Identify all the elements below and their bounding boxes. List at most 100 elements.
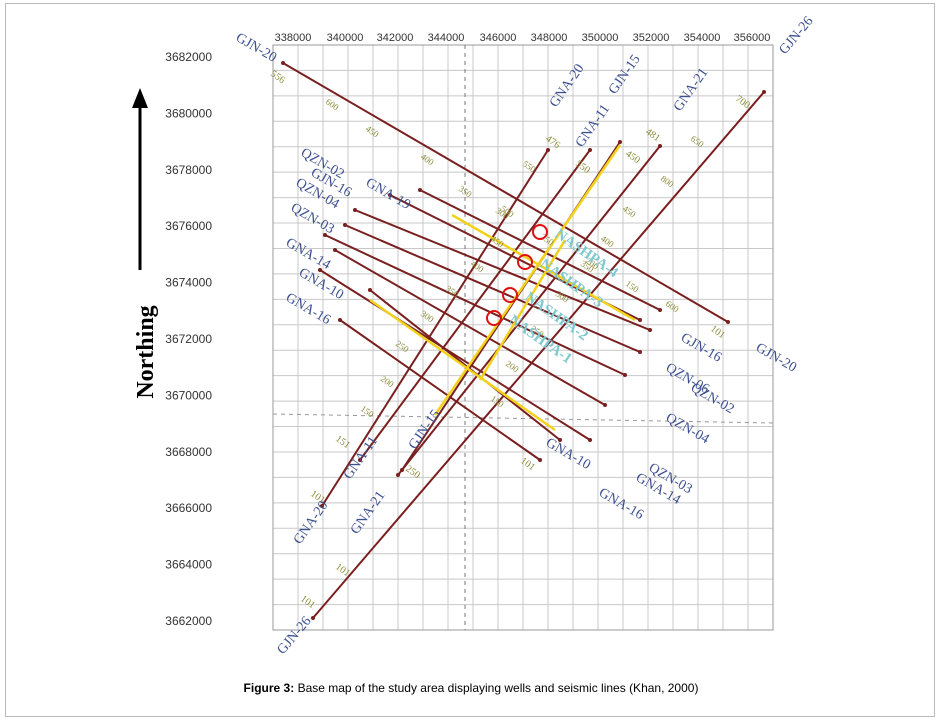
shotpoint-label: 556 [268, 68, 287, 86]
seismic-line [319, 269, 591, 441]
seismic-line [324, 234, 626, 376]
well-marker-icon [502, 287, 518, 303]
y-tick-label: 3680000 [165, 106, 212, 120]
seismic-line-label: GNA-21 [671, 66, 711, 115]
line-endpoint [588, 148, 592, 152]
y-tick-label: 3662000 [165, 614, 212, 628]
line-endpoint [762, 90, 766, 94]
highlight-line [369, 298, 556, 432]
highlight-line [451, 213, 636, 322]
seismic-line-label: GJN-26 [275, 614, 315, 658]
seismic-lines [281, 61, 766, 620]
highlight-line [433, 144, 622, 416]
line-endpoint [726, 320, 730, 324]
x-tick-label: 342000 [377, 32, 414, 44]
line-endpoint [281, 61, 285, 65]
seismic-line-label: GJN-26 [777, 14, 817, 58]
line-endpoint [623, 373, 627, 377]
seismic-line [354, 209, 651, 331]
y-tick-label: 3666000 [165, 501, 212, 515]
line-endpoint [538, 458, 542, 462]
seismic-line-label: GJN-15 [406, 407, 444, 452]
shotpoint-label: 450 [489, 233, 506, 249]
shotpoint-label: 101 [518, 455, 537, 473]
seismic-line [321, 149, 549, 507]
shotpoint-label: 200 [504, 358, 521, 374]
seismic-line [339, 319, 541, 461]
axis-labels: 338000 340000 342000 344000 346000 348000 3500… [165, 32, 770, 628]
figure-caption: Figure 3: Base map of the study area dis… [0, 681, 942, 695]
line-endpoint [658, 144, 662, 148]
y-tick-label: 3682000 [165, 50, 212, 64]
y-tick-label: 3668000 [165, 445, 212, 459]
line-endpoint [320, 504, 324, 508]
north-arrow-icon [132, 88, 148, 270]
shotpoint-label: 400 [419, 151, 436, 167]
y-tick-label: 3676000 [165, 219, 212, 233]
y-axis-title: Northing [133, 305, 159, 398]
shotpoint-label: 481 [643, 126, 662, 144]
x-tick-label: 346000 [480, 32, 517, 44]
x-tick-label: 354000 [684, 32, 721, 44]
seismic-line-label: GJN-20 [233, 30, 279, 65]
well-marker-icon [517, 254, 533, 270]
seismic-line [397, 145, 661, 476]
line-endpoint [588, 438, 592, 442]
x-tick-label: 344000 [428, 32, 465, 44]
well-marker-icon [486, 310, 502, 326]
y-tick-label: 3674000 [165, 276, 212, 290]
x-tick-label: 338000 [275, 32, 312, 44]
shotpoint-label: 300 [419, 308, 436, 324]
seismic-line-label: QZN-06 [663, 360, 712, 397]
y-tick-label: 3664000 [165, 558, 212, 572]
seismic-line-label: GJN-20 [753, 340, 799, 375]
seismic-line [282, 62, 729, 323]
shotpoint-label: 450 [364, 123, 381, 139]
seismic-line-label: GNA-10 [543, 435, 593, 472]
line-endpoint [638, 318, 642, 322]
line-endpoint [353, 208, 357, 212]
map-border [272, 44, 774, 631]
seismic-line-label: GNA-21 [348, 489, 388, 538]
shotpoint-label: 600 [664, 298, 681, 314]
x-tick-label: 350000 [582, 32, 619, 44]
seismic-line-label: GNA-19 [363, 175, 413, 212]
line-endpoint [311, 616, 315, 620]
line-endpoint [400, 468, 404, 472]
seismic-line [344, 224, 641, 353]
seismic-line-label: GJN-15 [606, 52, 644, 97]
y-tick-label: 3670000 [165, 388, 212, 402]
shotpoint-label: 476 [543, 133, 562, 151]
highlight-line [478, 239, 567, 381]
shotpoint-label: 101 [708, 323, 727, 341]
seismic-line [419, 189, 661, 311]
x-tick-label: 348000 [531, 32, 568, 44]
well-marker-icon [532, 224, 548, 240]
figure-frame [5, 3, 935, 717]
shotpoint-label: 151 [333, 433, 352, 451]
line-endpoint [396, 473, 400, 477]
dashed-reference-horizontal [272, 413, 774, 424]
line-endpoint [368, 288, 372, 292]
y-tick-label: 3678000 [165, 163, 212, 177]
seismic-line [312, 91, 765, 619]
line-endpoint [418, 188, 422, 192]
shotpoint-label: 250 [394, 338, 411, 354]
line-endpoint [648, 328, 652, 332]
seismic-line [334, 249, 606, 406]
line-endpoint [638, 350, 642, 354]
line-endpoint [558, 438, 562, 442]
seismic-line-label: GNA-20 [547, 62, 587, 111]
seismic-line-label: GNA-16 [283, 290, 333, 327]
x-tick-label: 352000 [633, 32, 670, 44]
seismic-line [369, 289, 561, 441]
seismic-line-label: GNA-20 [291, 499, 331, 548]
shotpoint-label: 600 [324, 96, 341, 112]
seismic-line-label: GNA-16 [596, 485, 646, 522]
seismic-line-label: GNA-11 [573, 102, 613, 150]
line-endpoint [546, 148, 550, 152]
x-tick-label: 356000 [734, 32, 771, 44]
line-endpoint [388, 193, 392, 197]
line-endpoint [338, 318, 342, 322]
